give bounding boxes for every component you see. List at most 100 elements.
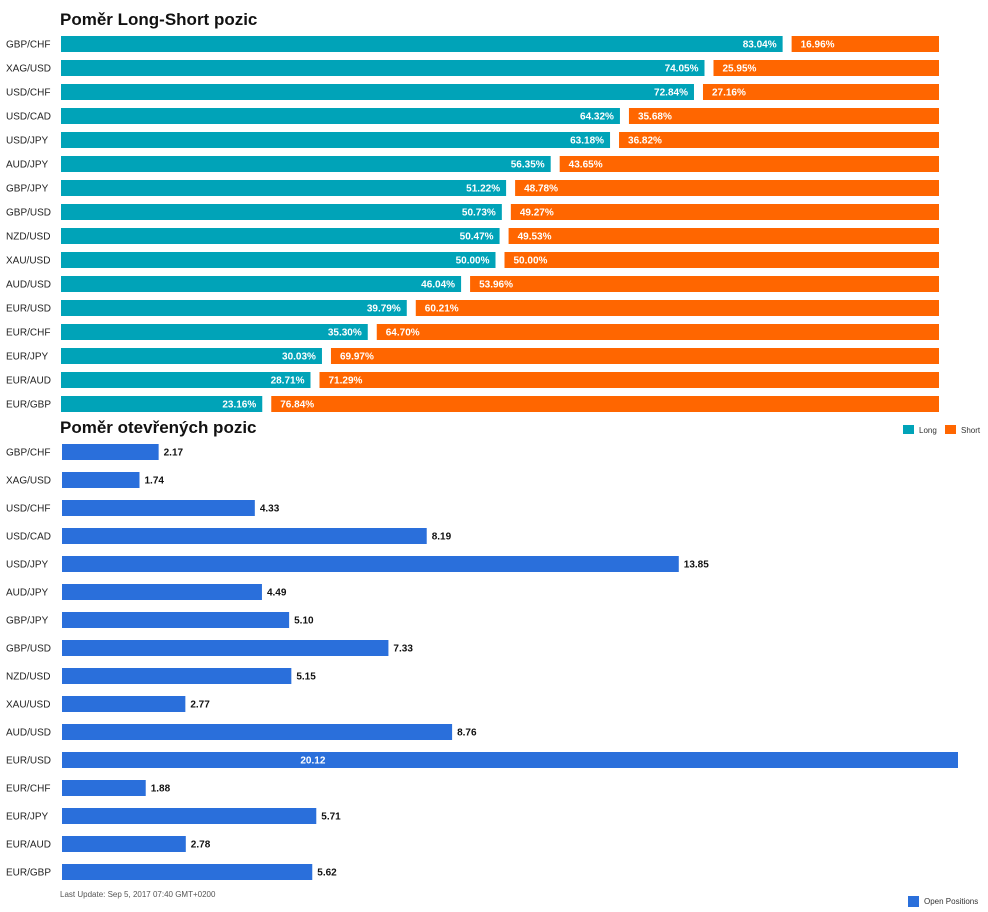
long-value-label-aud-usd: 46.04%: [421, 280, 455, 291]
short-bar-eur-usd: [415, 300, 939, 316]
long-value-label-eur-gbp: 23.16%: [222, 400, 256, 411]
long-bar-gbp-jpy: [61, 180, 507, 196]
long-bar-eur-chf: [61, 324, 368, 340]
short-value-label-gbp-jpy: 48.78%: [524, 184, 558, 195]
open-positions-bar-eur-chf: [62, 780, 146, 796]
op-category-label-gbp-usd: GBP/USD: [6, 644, 51, 655]
long-short-chart-title: Poměr Long-Short pozic: [60, 10, 258, 29]
long-value-label-usd-cad: 64.32%: [580, 112, 614, 123]
ls-category-label-eur-gbp: EUR/GBP: [6, 400, 51, 411]
long-value-label-aud-jpy: 56.35%: [511, 160, 545, 171]
open-positions-bar-xau-usd: [62, 696, 186, 712]
ls-category-label-aud-usd: AUD/USD: [6, 280, 51, 291]
short-bar-usd-jpy: [619, 132, 939, 148]
short-bar-usd-cad: [628, 108, 939, 124]
open-positions-value-label-aud-jpy: 4.49: [267, 588, 287, 599]
legend-swatch-open-positions: [908, 896, 919, 907]
ls-category-label-usd-cad: USD/CAD: [6, 112, 51, 123]
open-positions-value-label-aud-usd: 8.76: [457, 728, 477, 739]
legend-swatch-long: [903, 425, 914, 434]
short-bar-nzd-usd: [508, 228, 939, 244]
short-bar-gbp-jpy: [515, 180, 939, 196]
long-bar-xag-usd: [61, 60, 705, 76]
short-value-label-nzd-usd: 49.53%: [518, 232, 552, 243]
short-value-label-usd-jpy: 36.82%: [628, 136, 662, 147]
open-positions-value-label-usd-cad: 8.19: [432, 532, 452, 543]
op-category-label-gbp-chf: GBP/CHF: [6, 448, 50, 459]
op-category-label-eur-aud: EUR/AUD: [6, 840, 51, 851]
op-category-label-gbp-jpy: GBP/JPY: [6, 616, 49, 627]
long-value-label-usd-jpy: 63.18%: [570, 136, 604, 147]
ls-category-label-gbp-jpy: GBP/JPY: [6, 184, 49, 195]
open-positions-value-label-eur-usd: 20.12: [300, 756, 325, 767]
open-positions-value-label-nzd-usd: 5.15: [296, 672, 316, 683]
short-value-label-eur-gbp: 76.84%: [280, 400, 314, 411]
open-positions-bar-eur-aud: [62, 836, 186, 852]
open-positions-value-label-eur-gbp: 5.62: [317, 868, 337, 879]
legend-swatch-short: [945, 425, 956, 434]
short-value-label-gbp-chf: 16.96%: [801, 40, 835, 51]
long-bar-usd-cad: [61, 108, 620, 124]
long-value-label-eur-chf: 35.30%: [328, 328, 362, 339]
long-bar-eur-aud: [61, 372, 311, 388]
short-bar-eur-aud: [319, 372, 940, 388]
open-positions-value-label-xag-usd: 1.74: [144, 476, 164, 487]
open-positions-value-label-gbp-jpy: 5.10: [294, 616, 314, 627]
long-bar-aud-jpy: [61, 156, 551, 172]
open-positions-value-label-gbp-usd: 7.33: [393, 644, 413, 655]
short-value-label-aud-jpy: 43.65%: [569, 160, 603, 171]
long-value-label-xag-usd: 74.05%: [665, 64, 699, 75]
ls-category-label-aud-jpy: AUD/JPY: [6, 160, 49, 171]
short-value-label-eur-chf: 64.70%: [386, 328, 420, 339]
legend-label-short: Short: [961, 426, 981, 435]
long-bar-usd-jpy: [61, 132, 611, 148]
ls-category-label-eur-usd: EUR/USD: [6, 304, 51, 315]
short-bar-gbp-chf: [791, 36, 939, 52]
short-bar-eur-gbp: [271, 396, 940, 412]
ls-category-label-xag-usd: XAG/USD: [6, 64, 51, 75]
op-category-label-aud-usd: AUD/USD: [6, 728, 51, 739]
open-positions-bar-gbp-jpy: [62, 612, 290, 628]
ls-category-label-nzd-usd: NZD/USD: [6, 232, 50, 243]
open-positions-bar-eur-usd: [62, 752, 958, 768]
ls-category-label-gbp-usd: GBP/USD: [6, 208, 51, 219]
short-value-label-xag-usd: 25.95%: [722, 64, 756, 75]
open-positions-bar-usd-jpy: [62, 556, 679, 572]
ls-category-label-usd-chf: USD/CHF: [6, 88, 50, 99]
open-positions-bar-aud-usd: [62, 724, 453, 740]
long-bar-xau-usd: [61, 252, 496, 268]
long-bar-aud-usd: [61, 276, 462, 292]
short-value-label-eur-usd: 60.21%: [425, 304, 459, 315]
open-positions-bar-eur-gbp: [62, 864, 313, 880]
op-category-label-eur-chf: EUR/CHF: [6, 784, 50, 795]
open-positions-value-label-eur-aud: 2.78: [191, 840, 211, 851]
short-value-label-aud-usd: 53.96%: [479, 280, 513, 291]
short-value-label-gbp-usd: 49.27%: [520, 208, 554, 219]
open-positions-bar-xag-usd: [62, 472, 140, 488]
short-bar-xau-usd: [504, 252, 939, 268]
short-value-label-eur-jpy: 69.97%: [340, 352, 374, 363]
long-bar-eur-jpy: [61, 348, 322, 364]
op-category-label-eur-jpy: EUR/JPY: [6, 812, 49, 823]
short-bar-eur-jpy: [330, 348, 939, 364]
open-positions-bar-usd-chf: [62, 500, 255, 516]
ls-category-label-eur-jpy: EUR/JPY: [6, 352, 49, 363]
long-bar-eur-gbp: [61, 396, 263, 412]
open-positions-value-label-gbp-chf: 2.17: [164, 448, 184, 459]
long-bar-eur-usd: [61, 300, 407, 316]
op-category-label-eur-gbp: EUR/GBP: [6, 868, 51, 879]
short-bar-gbp-usd: [510, 204, 939, 220]
op-category-label-aud-jpy: AUD/JPY: [6, 588, 49, 599]
long-bar-nzd-usd: [61, 228, 500, 244]
open-positions-value-label-xau-usd: 2.77: [190, 700, 210, 711]
short-value-label-usd-chf: 27.16%: [712, 88, 746, 99]
short-value-label-eur-aud: 71.29%: [328, 376, 362, 387]
op-category-label-usd-chf: USD/CHF: [6, 504, 50, 515]
short-value-label-xau-usd: 50.00%: [514, 256, 548, 267]
legend-label-open-positions: Open Positions: [924, 897, 978, 906]
long-value-label-nzd-usd: 50.47%: [460, 232, 494, 243]
op-category-label-usd-jpy: USD/JPY: [6, 560, 49, 571]
long-value-label-gbp-jpy: 51.22%: [466, 184, 500, 195]
ls-category-label-usd-jpy: USD/JPY: [6, 136, 49, 147]
